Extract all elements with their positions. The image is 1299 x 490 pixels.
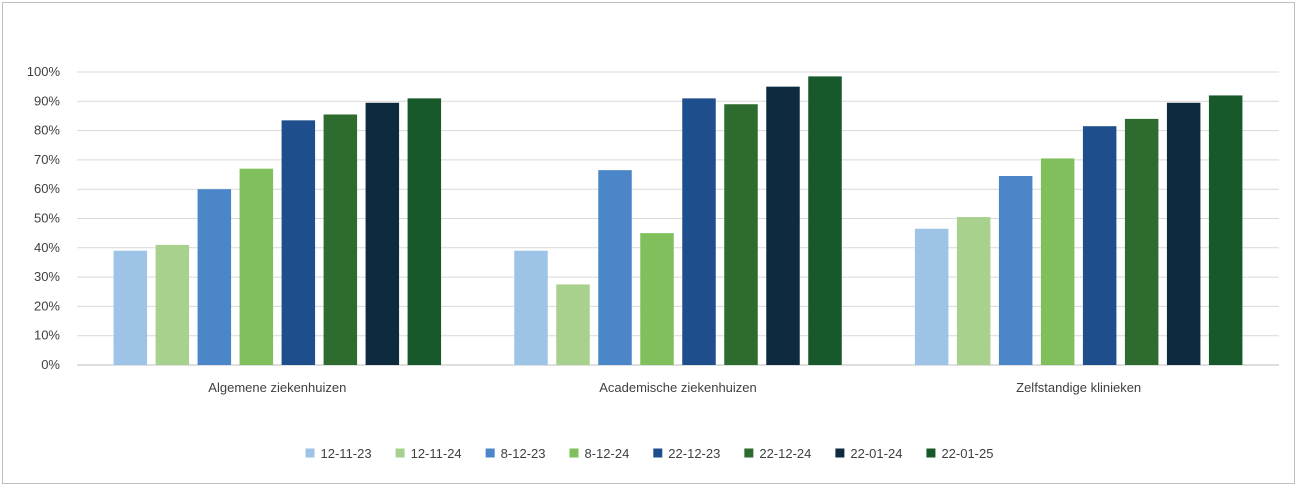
- bar: [1040, 158, 1075, 365]
- bar: [514, 250, 548, 365]
- category-label: Algemene ziekenhuizen: [208, 380, 346, 395]
- category-label: Academische ziekenhuizen: [599, 380, 757, 395]
- bar-chart: 0% 10% 20% 30% 40% 50% 60% 70% 80% 90% 100% Algeme…: [27, 64, 1279, 461]
- bar: [239, 168, 274, 365]
- legend-swatch: [485, 448, 495, 458]
- bar: [808, 76, 842, 366]
- legend-swatch: [744, 448, 754, 458]
- gridlines: [77, 71, 1279, 366]
- y-tick-label: 60%: [34, 181, 60, 196]
- bar: [1166, 102, 1201, 365]
- bar: [640, 233, 674, 365]
- legend-swatch: [835, 448, 845, 458]
- bar: [113, 250, 148, 365]
- y-axis-ticks: 0% 10% 20% 30% 40% 50% 60% 70% 80% 90% 100%: [27, 64, 61, 372]
- bar: [323, 114, 358, 365]
- bar: [724, 104, 758, 365]
- y-tick-label: 40%: [34, 240, 60, 255]
- bar: [914, 228, 949, 365]
- chart-frame: 0% 10% 20% 30% 40% 50% 60% 70% 80% 90% 100% Algeme…: [2, 2, 1295, 484]
- bar: [556, 284, 590, 365]
- category-labels: Algemene ziekenhuizen Academische ziekenh…: [208, 380, 1141, 395]
- y-tick-label: 0%: [41, 357, 60, 372]
- bar: [998, 176, 1033, 365]
- bar: [956, 217, 991, 365]
- bar: [1208, 95, 1243, 365]
- legend-swatch: [926, 448, 936, 458]
- legend-label: 12-11-23: [321, 446, 372, 461]
- bar: [365, 102, 400, 365]
- bar: [197, 189, 232, 365]
- legend-label: 22-12-23: [668, 446, 720, 461]
- bar: [155, 244, 190, 365]
- legend: 12-11-23 12-11-24 8-12-23 8-12-24 22-12-23 22…: [305, 446, 993, 461]
- y-tick-label: 70%: [34, 152, 60, 167]
- y-tick-label: 100%: [27, 64, 61, 79]
- legend-label: 8-12-24: [584, 446, 629, 461]
- y-tick-label: 90%: [34, 93, 60, 108]
- y-tick-label: 10%: [34, 328, 60, 343]
- bar: [407, 98, 442, 366]
- legend-label: 8-12-23: [501, 446, 546, 461]
- legend-swatch: [395, 448, 405, 458]
- legend-swatch: [569, 448, 579, 458]
- legend-label: 12-11-24: [411, 446, 462, 461]
- y-tick-label: 50%: [34, 211, 60, 226]
- bar: [682, 98, 716, 366]
- legend-label: 22-01-24: [850, 446, 902, 461]
- bars: [113, 76, 1243, 366]
- legend-swatch: [653, 448, 663, 458]
- bar: [598, 170, 632, 365]
- y-tick-label: 30%: [34, 269, 60, 284]
- legend-label: 22-01-25: [941, 446, 993, 461]
- bar: [1082, 126, 1117, 365]
- legend-label: 22-12-24: [759, 446, 811, 461]
- y-tick-label: 80%: [34, 123, 60, 138]
- bar: [1124, 118, 1159, 365]
- bar: [766, 86, 800, 366]
- legend-swatch: [305, 448, 315, 458]
- category-label: Zelfstandige klinieken: [1016, 380, 1141, 395]
- y-tick-label: 20%: [34, 298, 60, 313]
- bar: [281, 120, 316, 365]
